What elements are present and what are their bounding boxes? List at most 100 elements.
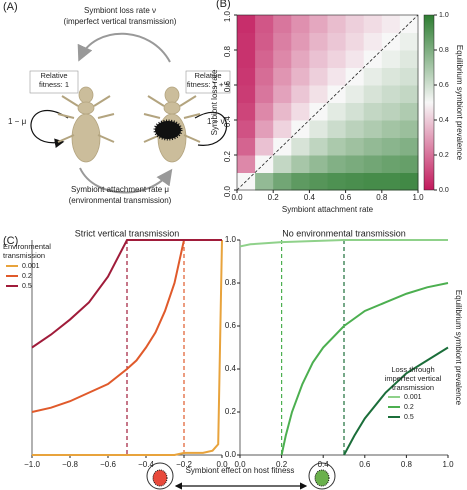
heat-cell (273, 85, 292, 103)
heat-cell (255, 85, 274, 103)
heat-cell (237, 67, 256, 86)
x-tick-label: 0.2 (276, 460, 288, 469)
colorbar-tick-label: 0.8 (439, 47, 449, 54)
icon-symbiont (152, 469, 168, 487)
colorbar-label: Equilibrium symbiont prevalence (455, 45, 464, 161)
heat-cell (291, 155, 310, 173)
heat-cell (363, 120, 383, 138)
heat-cell (309, 137, 328, 156)
heat-cell (345, 137, 365, 156)
x-axis-label: Symbiont effect on host fitness (186, 466, 295, 475)
x-tick-label: −0.8 (62, 460, 78, 469)
heat-cell (309, 32, 328, 51)
heat-cell (381, 50, 401, 68)
y-tick-label: 1.0 (223, 10, 232, 22)
heat-cell (255, 137, 274, 156)
heat-cell (381, 155, 401, 173)
x-tick-label: −0.2 (176, 460, 192, 469)
legend-label: 0.5 (22, 283, 32, 290)
heat-cell (273, 50, 292, 68)
y-axis-label: Symbiont loss rate (210, 69, 219, 135)
heat-cell (399, 172, 419, 191)
heat-cell (273, 155, 292, 173)
heat-cell (291, 137, 310, 156)
heat-cell (237, 137, 256, 156)
heat-cell (363, 32, 383, 51)
x-tick-label: 0.6 (359, 460, 371, 469)
x-tick-label: 1.0 (442, 460, 454, 469)
plot-frame (236, 14, 419, 191)
y-tick-label: 0.0 (225, 450, 237, 459)
heat-cell (255, 172, 274, 191)
heat-cell (309, 172, 328, 191)
series-line (31, 239, 222, 349)
heat-cell (327, 137, 347, 156)
heat-cell (363, 137, 383, 156)
plot-title: Strict vertical transmission (75, 228, 180, 238)
heat-cell (345, 32, 365, 51)
heat-cell (237, 155, 256, 173)
diagram-label: Symbiont loss rate ν (84, 6, 156, 15)
colorbar-tick-label: 0.4 (439, 117, 449, 124)
heat-cell (309, 67, 328, 86)
legend-title: Loss through imperfect vertical transmis… (385, 365, 442, 392)
heat-cell (399, 50, 419, 68)
x-tick-label: 0.4 (304, 193, 316, 202)
loop-label: 1 − μ (8, 117, 27, 126)
x-tick-label: 0.0 (234, 460, 246, 469)
fitness-label: Relative fitness: 1 (39, 71, 69, 89)
x-tick-label: 0.4 (318, 460, 330, 469)
x-tick-label: 0.6 (340, 193, 352, 202)
y-tick-label: 1.0 (225, 235, 237, 244)
panel-label: (A) (3, 1, 18, 13)
y-tick-label: 0.8 (223, 45, 232, 57)
y-tick-label: 0.0 (223, 185, 232, 197)
heat-cell (291, 67, 310, 86)
legend-label: 0.001 (22, 263, 40, 270)
heat-cell (363, 15, 383, 33)
heat-cell (399, 85, 419, 103)
y-tick-label: 0.6 (223, 80, 232, 92)
heat-cell (237, 32, 256, 51)
heat-cell (327, 67, 347, 86)
loop-label: 1 − ν (207, 117, 225, 126)
heat-cell (381, 172, 401, 191)
heat-cell (291, 102, 310, 121)
heat-cell (399, 137, 419, 156)
y-tick-label: 0.4 (225, 364, 237, 373)
x-axis-label: Symbiont attachment rate (282, 205, 374, 214)
heat-cell (255, 32, 274, 51)
colorbar-tick-label: 0.0 (439, 187, 449, 194)
heat-cell (309, 15, 328, 33)
diagram-label: Symbiont attachment rate μ (71, 185, 169, 194)
heat-cell (399, 155, 419, 173)
heat-cell (255, 102, 274, 121)
x-tick-label: 0.0 (216, 460, 228, 469)
heat-cell (381, 120, 401, 138)
colorbar (423, 14, 435, 191)
heat-cell (327, 15, 347, 33)
heat-cell (345, 172, 365, 191)
heat-cell (381, 102, 401, 121)
heat-cell (237, 102, 256, 121)
panel-label: (B) (216, 0, 231, 10)
heat-cell (381, 67, 401, 86)
heat-cell (381, 85, 401, 103)
heat-cell (309, 85, 328, 103)
heat-cell (291, 50, 310, 68)
heat-cell (363, 155, 383, 173)
heat-cell (363, 67, 383, 86)
label-box (29, 70, 79, 94)
y-axis-label: Equilibrium symbiont prevalence (454, 290, 463, 406)
diagram-label: (imperfect vertical transmission) (64, 17, 177, 26)
diagram-label: (environmental transmission) (69, 196, 172, 205)
heat-cell (345, 120, 365, 138)
heat-cell (327, 50, 347, 68)
heat-cell (399, 120, 419, 138)
legend-title-text: Environmental transmission (3, 242, 51, 260)
x-tick-label: 1.0 (412, 193, 424, 202)
x-tick-label: 0.2 (268, 193, 280, 202)
heat-cell (237, 120, 256, 138)
legend-label: 0.001 (404, 394, 422, 401)
plot-title: No environmental transmission (282, 228, 406, 238)
